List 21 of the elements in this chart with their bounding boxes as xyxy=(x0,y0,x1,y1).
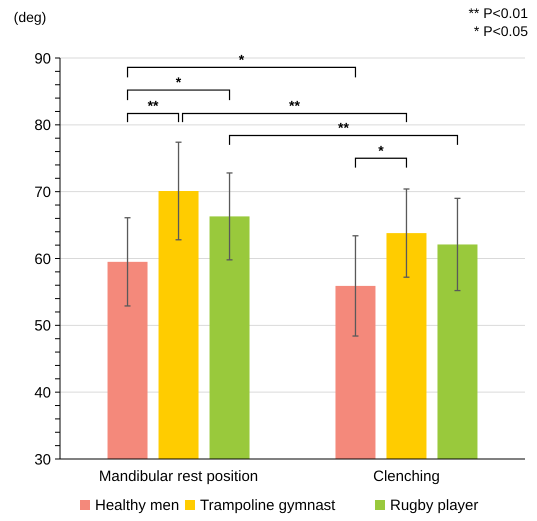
legend-label: Trampoline gymnast xyxy=(200,497,336,514)
y-tick-label: 40 xyxy=(34,384,51,402)
annotation: * xyxy=(378,142,384,158)
legend-label: Healthy men xyxy=(95,497,180,514)
x-tick-label: Mandibular rest position xyxy=(98,468,258,485)
legend-label: Rugby player xyxy=(390,497,478,514)
y-tick-label: 60 xyxy=(34,250,51,268)
y-axis-title: (deg) xyxy=(14,9,46,25)
annotation: ** xyxy=(148,97,160,114)
x-tick-label: Clenching xyxy=(373,468,440,485)
y-tick-label: 50 xyxy=(34,318,51,335)
y-tick-label: 90 xyxy=(34,50,51,68)
text: ** P<0.01 xyxy=(468,5,528,21)
annotation: * xyxy=(176,74,182,90)
annotation: * xyxy=(238,51,245,68)
y-tick-label: 30 xyxy=(34,451,51,468)
annotation: ** xyxy=(289,97,300,114)
y-tick-label: 80 xyxy=(34,117,51,134)
text: * P<0.05 xyxy=(474,23,528,39)
y-tick-label: 70 xyxy=(34,184,51,201)
annotation: ** xyxy=(338,120,350,136)
